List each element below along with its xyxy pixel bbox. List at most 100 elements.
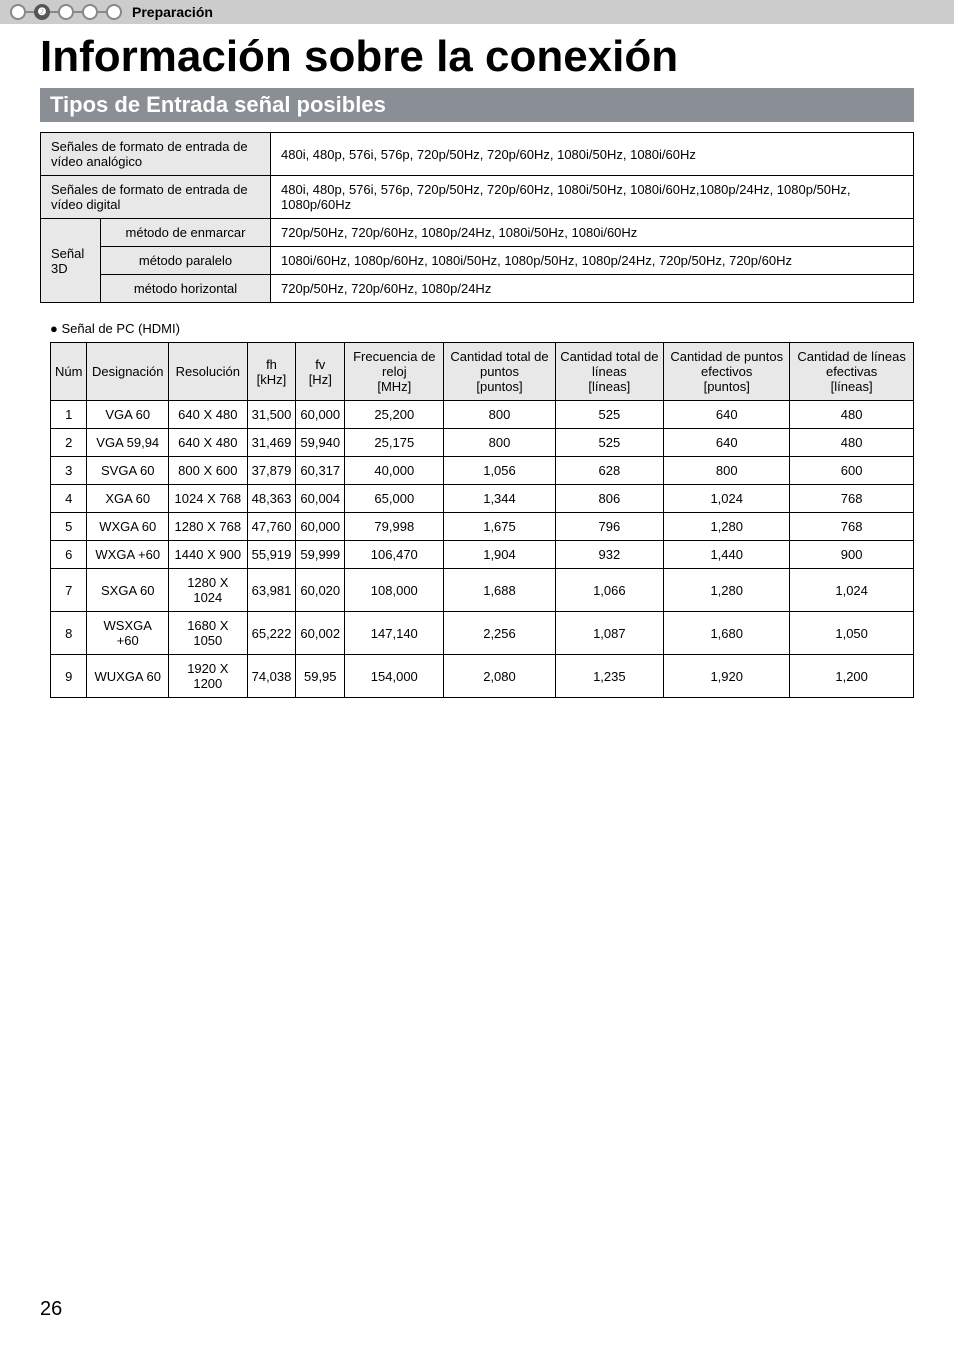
pc-table-cell: VGA 59,94	[87, 429, 169, 457]
page-title: Información sobre la conexión	[40, 32, 914, 82]
pc-table-cell: 4	[51, 485, 87, 513]
pc-table-cell: 55,919	[247, 541, 296, 569]
connector-icon	[26, 11, 34, 13]
pc-table-header: fv [Hz]	[296, 343, 345, 401]
pc-table-header: fh [kHz]	[247, 343, 296, 401]
pc-table-cell: 60,020	[296, 569, 345, 612]
pc-table-cell: 800	[444, 401, 555, 429]
pc-table-cell: 1,280	[664, 569, 790, 612]
pc-table-cell: 9	[51, 655, 87, 698]
pc-table-cell: 1,087	[555, 612, 664, 655]
signal-types-table: Señales de formato de entrada de vídeo a…	[40, 132, 914, 303]
breadcrumb-label: Preparación	[132, 4, 213, 20]
pc-table-cell: 640	[664, 429, 790, 457]
pc-table-cell: 106,470	[345, 541, 444, 569]
pc-table-cell: 1,920	[664, 655, 790, 698]
pc-table-cell: 1,280	[664, 513, 790, 541]
pc-table-cell: 806	[555, 485, 664, 513]
pc-table-cell: 640 X 480	[169, 429, 248, 457]
pc-table-cell: 1,680	[664, 612, 790, 655]
connector-icon	[50, 11, 58, 13]
pc-table-cell: 600	[790, 457, 914, 485]
signal-row-value: 480i, 480p, 576i, 576p, 720p/50Hz, 720p/…	[271, 133, 914, 176]
signal-3d-method-value: 720p/50Hz, 720p/60Hz, 1080p/24Hz	[271, 275, 914, 303]
pc-table-cell: 47,760	[247, 513, 296, 541]
pc-table-cell: 1,904	[444, 541, 555, 569]
pc-table-cell: 48,363	[247, 485, 296, 513]
pc-table-cell: 768	[790, 485, 914, 513]
pc-table-cell: 63,981	[247, 569, 296, 612]
pc-table-cell: 1,050	[790, 612, 914, 655]
table-row: 2VGA 59,94640 X 48031,46959,94025,175800…	[51, 429, 914, 457]
pc-table-cell: 74,038	[247, 655, 296, 698]
pc-table-cell: 37,879	[247, 457, 296, 485]
pc-table-header: Designación	[87, 343, 169, 401]
pc-table-cell: 154,000	[345, 655, 444, 698]
signal-3d-method-label: método paralelo	[101, 247, 271, 275]
pc-table-cell: 1,675	[444, 513, 555, 541]
pc-table-cell: 108,000	[345, 569, 444, 612]
pc-table-cell: VGA 60	[87, 401, 169, 429]
pc-table-cell: 640 X 480	[169, 401, 248, 429]
pc-table-cell: 1280 X 768	[169, 513, 248, 541]
pc-table-header: Núm	[51, 343, 87, 401]
pc-table-cell: 65,000	[345, 485, 444, 513]
pc-table-cell: 480	[790, 401, 914, 429]
signal-3d-method-value: 720p/50Hz, 720p/60Hz, 1080p/24Hz, 1080i/…	[271, 219, 914, 247]
table-row: 3SVGA 60800 X 60037,87960,31740,0001,056…	[51, 457, 914, 485]
step-5-icon	[106, 4, 122, 20]
pc-table-header: Resolución	[169, 343, 248, 401]
pc-table-cell: 1280 X 1024	[169, 569, 248, 612]
pc-table-header: Cantidad de líneas efectivas [líneas]	[790, 343, 914, 401]
pc-table-cell: WUXGA 60	[87, 655, 169, 698]
pc-table-cell: 2,256	[444, 612, 555, 655]
signal-row-label: Señales de formato de entrada de vídeo a…	[41, 133, 271, 176]
pc-table-cell: 25,200	[345, 401, 444, 429]
pc-signal-table: NúmDesignaciónResoluciónfh [kHz]fv [Hz]F…	[50, 342, 914, 698]
pc-table-cell: 1,024	[790, 569, 914, 612]
pc-table-header: Cantidad total de puntos [puntos]	[444, 343, 555, 401]
pc-table-cell: 5	[51, 513, 87, 541]
pc-table-header: Cantidad de puntos efectivos [puntos]	[664, 343, 790, 401]
pc-table-cell: 147,140	[345, 612, 444, 655]
pc-table-cell: 40,000	[345, 457, 444, 485]
pc-signal-caption: Señal de PC (HDMI)	[50, 321, 914, 336]
pc-table-cell: 60,317	[296, 457, 345, 485]
pc-table-cell: 1440 X 900	[169, 541, 248, 569]
table-row: 7SXGA 601280 X 102463,98160,020108,000 1,…	[51, 569, 914, 612]
pc-table-cell: 480	[790, 429, 914, 457]
pc-table-cell: 800 X 600	[169, 457, 248, 485]
pc-table-cell: 6	[51, 541, 87, 569]
pc-table-cell: 60,000	[296, 401, 345, 429]
pc-table-cell: 900	[790, 541, 914, 569]
pc-table-header: Cantidad total de líneas [líneas]	[555, 343, 664, 401]
pc-table-cell: 768	[790, 513, 914, 541]
pc-table-cell: 7	[51, 569, 87, 612]
pc-table-cell: 25,175	[345, 429, 444, 457]
pc-table-cell: 59,95	[296, 655, 345, 698]
pc-table-cell: 796	[555, 513, 664, 541]
signal-row-label: Señales de formato de entrada de vídeo d…	[41, 176, 271, 219]
connector-icon	[74, 11, 82, 13]
table-row: 1VGA 60640 X 48031,50060,00025,200800525…	[51, 401, 914, 429]
signal-3d-method-label: método horizontal	[101, 275, 271, 303]
pc-table-cell: WXGA 60	[87, 513, 169, 541]
signal-3d-group-label: Señal 3D	[41, 219, 101, 303]
pc-table-cell: SXGA 60	[87, 569, 169, 612]
pc-table-header: Frecuencia de reloj [MHz]	[345, 343, 444, 401]
pc-table-cell: 59,940	[296, 429, 345, 457]
connector-icon	[98, 11, 106, 13]
signal-3d-method-label: método de enmarcar	[101, 219, 271, 247]
section-heading: Tipos de Entrada señal posibles	[40, 88, 914, 122]
step-3-icon	[58, 4, 74, 20]
pc-table-cell: 1,200	[790, 655, 914, 698]
pc-table-cell: 2,080	[444, 655, 555, 698]
step-1-icon	[10, 4, 26, 20]
pc-table-cell: 59,999	[296, 541, 345, 569]
breadcrumb-bar: ❷ Preparación	[0, 0, 954, 24]
pc-table-cell: 65,222	[247, 612, 296, 655]
pc-table-cell: 3	[51, 457, 87, 485]
pc-table-cell: 31,500	[247, 401, 296, 429]
pc-table-cell: 800	[444, 429, 555, 457]
table-row: 9WUXGA 601920 X 120074,03859,95154,0002,…	[51, 655, 914, 698]
